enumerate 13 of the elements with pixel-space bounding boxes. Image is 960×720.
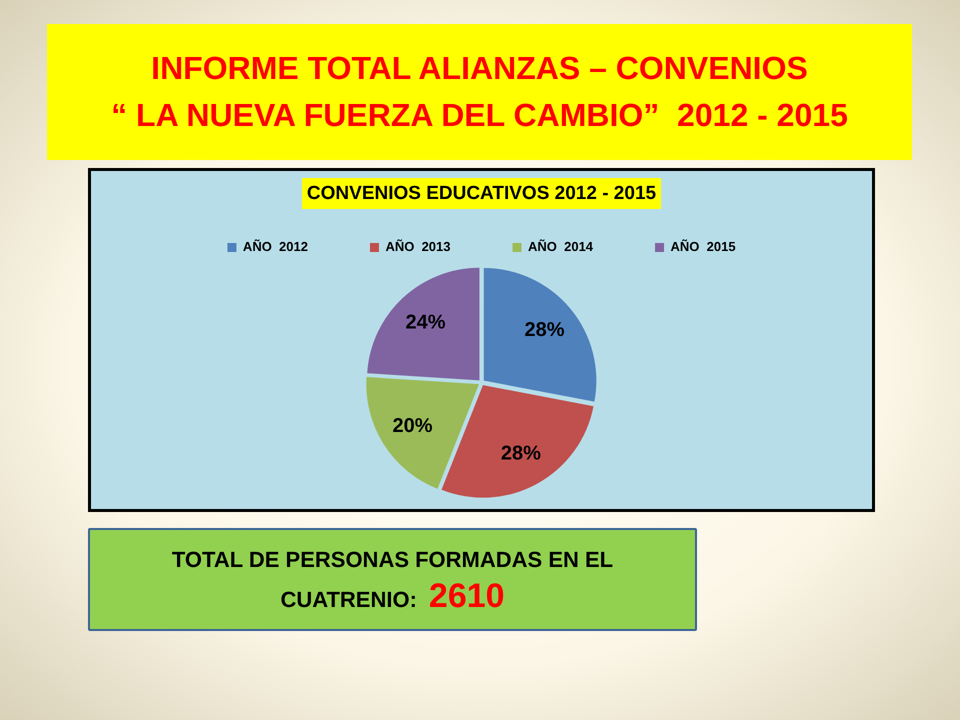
legend-label: AÑO 2015 (670, 239, 736, 254)
text: 2610 (428, 576, 505, 614)
data-label: 28% (500, 442, 542, 465)
data-label: 24% (406, 311, 446, 334)
data-label: 20% (392, 414, 433, 437)
data-label: 28% (524, 318, 565, 341)
chart-title: INFORME TOTAL ALIANZAS – CONVENIOS “ LA NUEVA FUERZA DEL CAMBIO” 2012 - 2015 (111, 49, 848, 135)
legend-label: AÑO 2012 (242, 239, 308, 254)
legend-label: AÑO 2014 (528, 239, 594, 254)
text: TOTAL DE PERSONAS FORMADAS EN EL (172, 546, 614, 572)
text: CUATRENIO: (280, 586, 417, 612)
chart-subtitle: CONVENIOS EDUCATIVOS 2012 - 2015 (302, 178, 662, 209)
legend-label: AÑO 2013 (385, 239, 451, 254)
